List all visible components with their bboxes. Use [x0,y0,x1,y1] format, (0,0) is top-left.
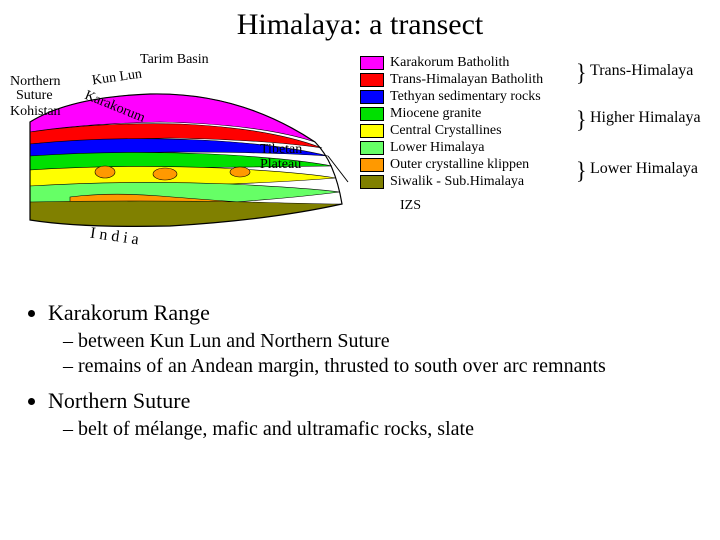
legend-label: Central Crystallines [390,122,502,139]
bullet-text: Northern Suture [48,388,190,413]
legend-row: Central Crystallines [360,122,543,139]
brace-icon: } [576,159,587,183]
legend-row: Outer crystalline klippen [360,156,543,173]
legend-label: Karakorum Batholith [390,54,509,71]
brace-icon: } [576,108,587,132]
brace-icon: } [576,61,587,85]
klippen-blob [230,167,250,177]
bullet-content: Karakorum Range between Kun Lun and North… [26,300,690,451]
legend-swatch [360,56,384,70]
legend-swatch [360,73,384,87]
page-title: Himalaya: a transect [0,8,720,42]
legend-row: Tethyan sedimentary rocks [360,88,543,105]
legend-label: Siwalik - Sub.Himalaya [390,173,524,190]
label-kohistan: Kohistan [10,104,61,120]
sub-bullet-item: remains of an Andean margin, thrusted to… [78,355,690,378]
legend-row: Karakorum Batholith [360,54,543,71]
legend-swatch [360,90,384,104]
legend-label: Outer crystalline klippen [390,156,529,173]
legend-swatch [360,141,384,155]
klippen-blob [153,168,177,180]
legend-row: Trans-Himalayan Batholith [360,71,543,88]
sub-bullet-item: belt of mélange, mafic and ultramafic ro… [78,418,690,441]
bullet-text: Karakorum Range [48,300,210,325]
sub-bullet-item: between Kun Lun and Northern Suture [78,330,690,353]
transect-map: Tarim Basin Kun Lun Northern Suture Kohi… [10,52,350,252]
legend-label: Trans-Himalayan Batholith [390,71,543,88]
legend-label: Miocene granite [390,105,481,122]
legend-row: Lower Himalaya [360,139,543,156]
group-trans-himalaya: Trans-Himalaya [590,62,693,79]
label-izs: IZS [400,198,421,214]
legend-swatch [360,124,384,138]
legend: Karakorum BatholithTrans-Himalayan Batho… [360,54,543,190]
legend-label: Lower Himalaya [390,139,484,156]
legend-row: Miocene granite [360,105,543,122]
bullet-item: Northern Suture belt of mélange, mafic an… [48,388,690,441]
band-siwalik [30,201,342,226]
label-suture: Suture [16,88,53,104]
legend-label: Tethyan sedimentary rocks [390,88,541,105]
label-tarim-basin: Tarim Basin [140,52,209,68]
legend-swatch [360,175,384,189]
label-tibetan: Tibetan [260,142,302,158]
group-lower-himalaya: Lower Himalaya [590,160,698,177]
klippen-blob [95,166,115,178]
label-plateau: Plateau [260,157,301,173]
group-higher-himalaya: Higher Himalaya [590,109,701,126]
legend-swatch [360,158,384,172]
legend-row: Siwalik - Sub.Himalaya [360,173,543,190]
legend-swatch [360,107,384,121]
bullet-item: Karakorum Range between Kun Lun and North… [48,300,690,378]
